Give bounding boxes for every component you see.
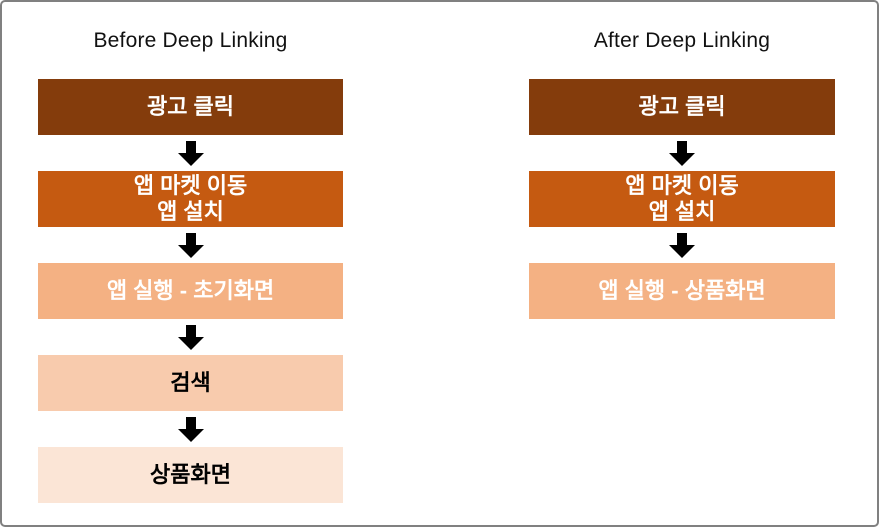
down-arrow-glyph bbox=[177, 416, 204, 442]
down-arrow-glyph bbox=[669, 232, 695, 258]
before-column: Before Deep Linking 광고 클릭 앱 마켓 이동 앱 설치 앱… bbox=[38, 2, 343, 503]
step-app-market-install: 앱 마켓 이동 앱 설치 bbox=[529, 171, 835, 227]
column-title-before: Before Deep Linking bbox=[93, 29, 288, 52]
down-arrow-glyph bbox=[669, 140, 695, 166]
after-column: After Deep Linking 광고 클릭 앱 마켓 이동 앱 설치 앱 … bbox=[529, 2, 835, 319]
down-arrow-icon bbox=[177, 135, 204, 171]
step-product-screen: 상품화면 bbox=[38, 447, 343, 503]
down-arrow-icon bbox=[669, 135, 695, 171]
down-arrow-icon bbox=[177, 411, 204, 447]
down-arrow-icon bbox=[669, 227, 695, 263]
step-app-launch-product-screen: 앱 실행 - 상품화면 bbox=[529, 263, 835, 319]
down-arrow-icon bbox=[177, 227, 204, 263]
step-app-launch-initial-screen: 앱 실행 - 초기화면 bbox=[38, 263, 343, 319]
step-ad-click: 광고 클릭 bbox=[38, 79, 343, 135]
step-ad-click: 광고 클릭 bbox=[529, 79, 835, 135]
step-app-market-install: 앱 마켓 이동 앱 설치 bbox=[38, 171, 343, 227]
step-search: 검색 bbox=[38, 355, 343, 411]
column-title-after: After Deep Linking bbox=[593, 29, 771, 52]
down-arrow-icon bbox=[177, 319, 204, 355]
down-arrow-glyph bbox=[177, 324, 204, 350]
down-arrow-glyph bbox=[177, 232, 204, 258]
down-arrow-glyph bbox=[177, 140, 204, 166]
